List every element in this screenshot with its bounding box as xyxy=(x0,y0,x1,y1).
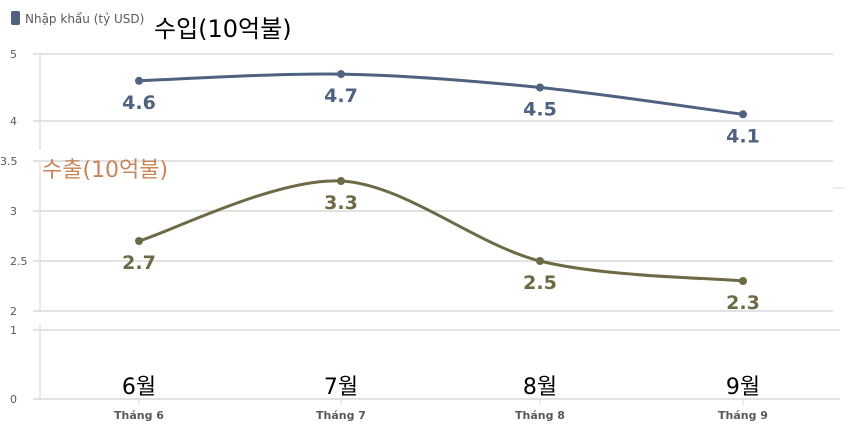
series-line xyxy=(138,179,744,283)
series-line xyxy=(138,72,744,116)
y-tick-label: 3.5 xyxy=(0,155,18,168)
data-point xyxy=(739,110,747,119)
import-annotation: 수입(10억불) xyxy=(154,15,292,43)
month-annotation: 7월 xyxy=(324,375,358,400)
y-tick-label: 0 xyxy=(10,393,17,406)
data-point xyxy=(135,76,143,85)
y-tick-label: 2 xyxy=(10,305,17,318)
data-label: 2.3 xyxy=(726,292,760,314)
y-tick-label: 5 xyxy=(10,48,17,61)
y-tick-label: 3 xyxy=(10,205,17,218)
data-point xyxy=(337,70,345,79)
data-label: 4.1 xyxy=(726,125,760,147)
legend-label: Nhập khẩu (tỷ USD) xyxy=(25,12,144,26)
export-annotation: 수출(10억불) xyxy=(42,158,168,183)
data-label: 4.6 xyxy=(122,92,156,114)
data-label: 2.5 xyxy=(523,272,557,294)
x-tick-label: Tháng 6 xyxy=(114,409,164,422)
month-annotation: 8월 xyxy=(523,375,557,400)
data-label: 4.7 xyxy=(324,85,358,107)
data-label: 4.5 xyxy=(523,99,557,121)
month-annotation: 6월 xyxy=(122,375,156,400)
data-point xyxy=(536,257,544,265)
data-point xyxy=(135,237,143,245)
data-label: 2.7 xyxy=(122,252,156,274)
x-tick-label: Tháng 8 xyxy=(515,409,565,422)
data-label: 3.3 xyxy=(324,192,358,214)
y-tick-label: 4 xyxy=(10,115,17,128)
data-point xyxy=(337,177,345,185)
month-annotation: 9월 xyxy=(726,375,760,400)
x-tick-label: Tháng 9 xyxy=(718,409,768,422)
x-tick-label: Tháng 7 xyxy=(316,409,366,422)
legend-swatch xyxy=(11,11,20,25)
y-tick-label: 1 xyxy=(10,324,17,337)
data-point xyxy=(739,277,747,285)
data-point xyxy=(536,83,544,92)
y-tick-label: 2.5 xyxy=(10,255,28,268)
